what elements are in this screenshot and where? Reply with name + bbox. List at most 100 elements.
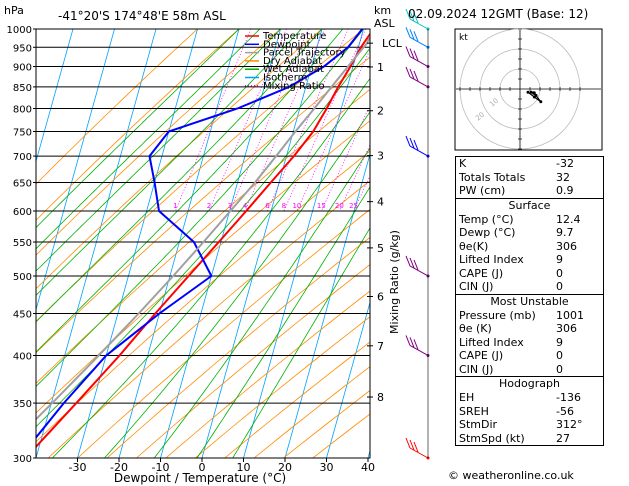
most-unstable-value: 306 [556, 322, 577, 335]
surface-label: CIN (J) [459, 280, 494, 293]
y-tick-label: 450 [13, 310, 32, 321]
hodograph-table-value: -136 [556, 391, 581, 404]
mixing-ratio-label: 8 [282, 202, 286, 210]
x-tick-label: 0 [199, 461, 206, 474]
x-tick-label: 10 [237, 461, 251, 474]
surface-title: Surface [456, 197, 603, 213]
isotherm-line [326, 301, 370, 458]
index-label: K [459, 157, 467, 170]
y-tick-label: 800 [13, 105, 32, 116]
km-label: km [374, 4, 391, 17]
most-unstable-title: Most Unstable [456, 293, 603, 309]
wind-barb [405, 335, 430, 357]
mixing-ratio-label: 25 [349, 202, 358, 210]
mixing-ratio-label: 1 [173, 202, 177, 210]
hodograph-unit: kt [459, 33, 468, 43]
most-unstable-label: CAPE (J) [459, 349, 504, 362]
legend-label: Isotherm [263, 73, 307, 84]
y-tick-label: 850 [13, 83, 32, 94]
plot-frame [35, 28, 371, 459]
surface-row: CIN (J) 0 [456, 280, 603, 294]
mixing-ratio-line [338, 144, 370, 212]
dewpoint-line [36, 29, 364, 440]
y-tick-label: 500 [13, 272, 32, 283]
isotherm-line [243, 29, 364, 458]
surface-row: Lifted Index 9 [456, 253, 603, 267]
most-unstable-label: CIN (J) [459, 362, 494, 376]
hodograph-point [526, 90, 530, 94]
km-label: 2 [377, 105, 384, 118]
hodograph-table-label: StmSpd (kt) [459, 431, 525, 445]
surface-label: θe(K) [459, 239, 489, 253]
asl-label: ASL [374, 17, 396, 30]
dry-adiabat-line [36, 29, 281, 256]
y-tick-label: 650 [13, 178, 32, 189]
index-label: PW (cm) [459, 184, 506, 197]
km-label: 4 [377, 196, 384, 209]
km-label: 8 [377, 391, 384, 404]
y-tick-label: 350 [13, 399, 32, 410]
mixing-ratio-label: 3 [228, 202, 232, 210]
km-label: 1 [377, 61, 384, 74]
surface-value: 0 [556, 266, 563, 280]
y-tick-label: 400 [13, 351, 32, 362]
surface-value: 9 [556, 253, 563, 266]
dry-adiabat-line [36, 120, 370, 414]
index-row: PW (cm) 0.9 [456, 184, 603, 198]
isotherm-line [118, 29, 240, 458]
y-tick-label: 300 [13, 454, 32, 465]
most-unstable-value: 1001 [556, 308, 584, 322]
hodograph-ring-label: 20 [474, 111, 486, 123]
surface-label: CAPE (J) [459, 266, 504, 280]
index-value: 32 [556, 170, 570, 184]
wet-adiabat-line [52, 77, 370, 458]
most-unstable-label: θe (K) [459, 322, 492, 335]
hodograph-table-row: StmSpd (kt) 27 [456, 432, 603, 446]
surface-value: 306 [556, 239, 577, 253]
isotherm-line [77, 29, 198, 458]
most-unstable-row: CAPE (J) 0 [456, 349, 603, 363]
isotherm-line [160, 29, 281, 458]
x-axis-label: Dewpoint / Temperature (°C) [114, 471, 286, 485]
isotherm-line [36, 29, 74, 163]
index-row: K -32 [456, 157, 603, 171]
wet-adiabat-line [36, 29, 302, 296]
most-unstable-row: Pressure (mb) 1001 [456, 309, 603, 323]
wind-barb [405, 437, 430, 460]
wind-barb [405, 27, 430, 49]
legend-label: Dewpoint [263, 39, 311, 50]
surface-row: Dewp (°C) 9.7 [456, 226, 603, 240]
x-tick-label: 30 [320, 461, 334, 474]
y-tick-label: 900 [13, 63, 32, 74]
dry-adiabat-line [135, 264, 370, 458]
dry-adiabat-line [36, 150, 370, 443]
dry-adiabat-line [36, 29, 198, 185]
mixing-ratio-label: 10 [292, 202, 301, 210]
index-label: Totals Totals [459, 170, 526, 184]
mixing-ratio-line [175, 29, 252, 212]
most-unstable-label: Lifted Index [459, 335, 524, 349]
km-label: 5 [377, 242, 384, 255]
surface-value: 0 [556, 280, 563, 293]
hpa-label: hPa [4, 4, 24, 17]
dry-adiabat-line [106, 236, 370, 458]
wet-adiabat-line [36, 29, 281, 272]
y-tick-label: 550 [13, 238, 32, 249]
surface-row: CAPE (J) 0 [456, 267, 603, 281]
isotherm-line [36, 29, 115, 312]
hodograph-table-value: -56 [556, 404, 574, 418]
wet-adiabat-line [232, 227, 370, 458]
dry-adiabat-line [165, 290, 370, 458]
location-title: -41°20'S 174°48'E 58m ASL [58, 9, 226, 23]
legend-label: Parcel Trajectory [263, 48, 346, 59]
km-label: LCL [382, 37, 403, 50]
hodograph-table-value: 27 [556, 431, 570, 445]
hodograph-point [529, 90, 533, 94]
isotherm-line [201, 29, 323, 458]
index-value: 0.9 [556, 184, 574, 197]
hodograph-table-label: SREH [459, 404, 489, 418]
most-unstable-label: Pressure (mb) [459, 308, 536, 322]
temperature-line [36, 32, 370, 449]
parcel-trajectory-line [36, 34, 370, 421]
